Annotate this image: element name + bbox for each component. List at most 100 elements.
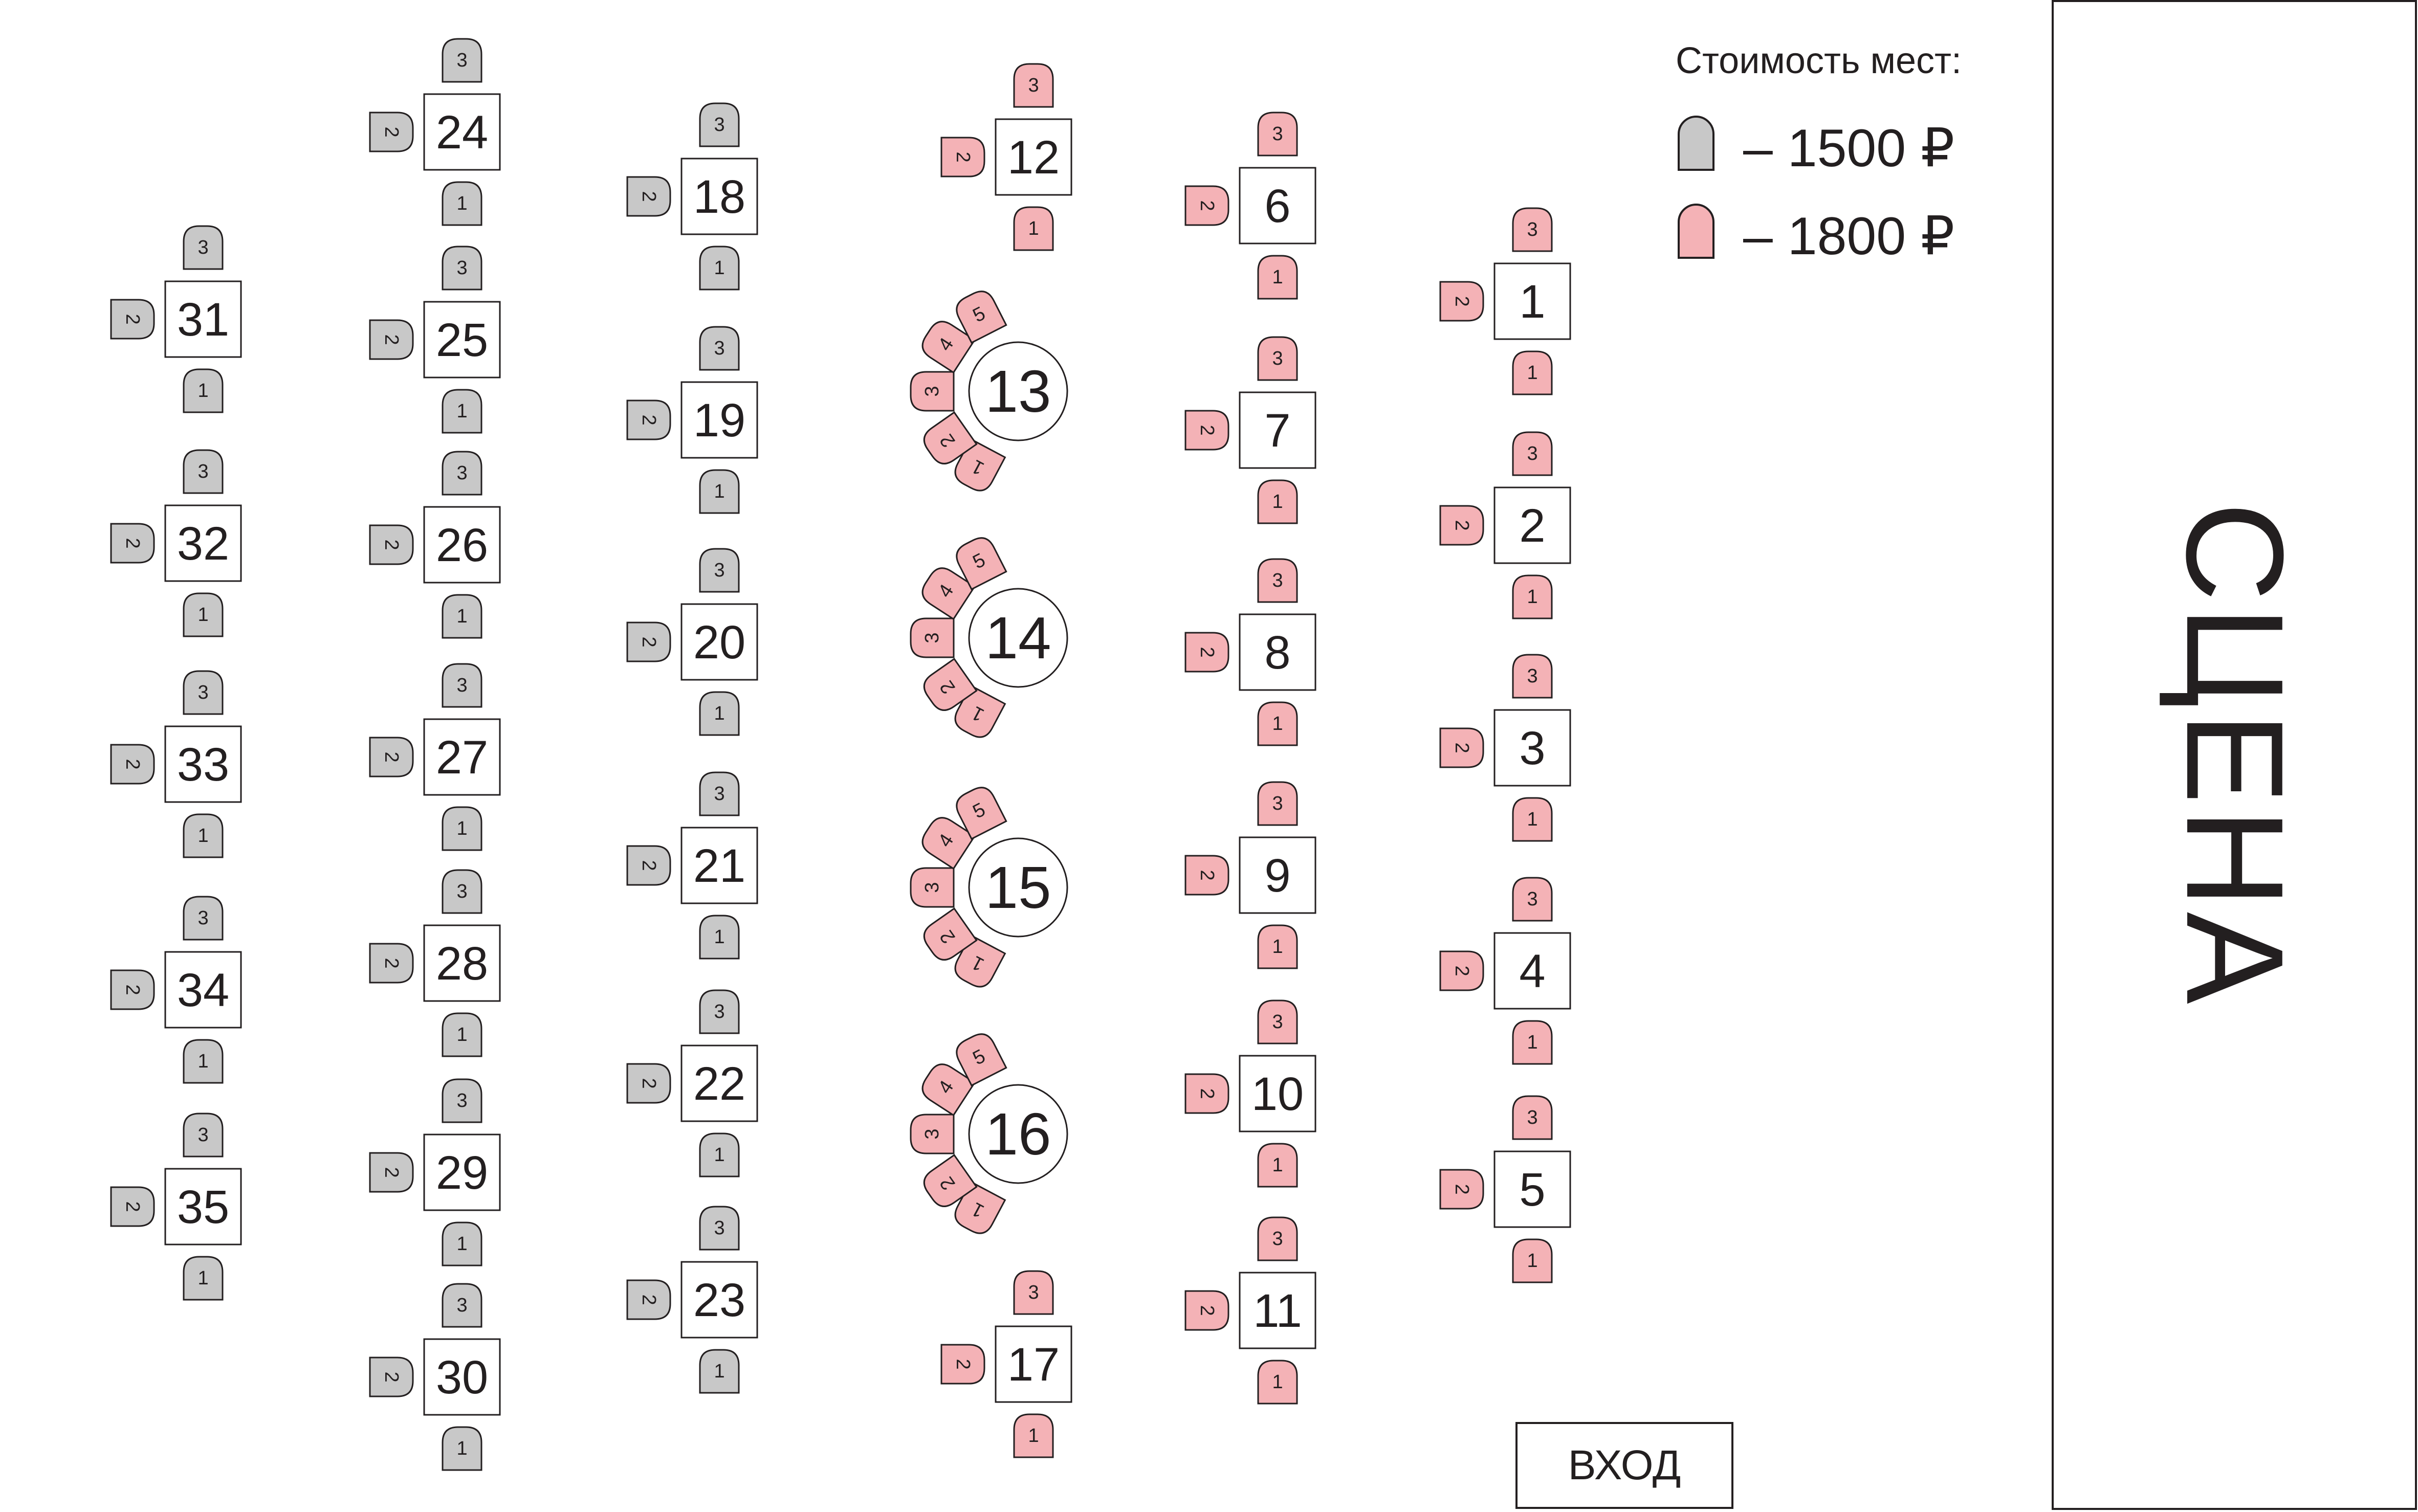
seat-9-3[interactable]: 3 <box>1257 781 1298 826</box>
seat-31-2[interactable]: 2 <box>110 299 155 340</box>
table-20[interactable]: 1 2 3 20 <box>626 548 758 736</box>
seat-29-2[interactable]: 2 <box>369 1152 414 1193</box>
seat-34-1[interactable]: 1 <box>183 1039 224 1084</box>
seat-19-3[interactable]: 3 <box>699 326 740 371</box>
seat-12-3[interactable]: 3 <box>1013 63 1054 108</box>
seat-6-2[interactable]: 2 <box>1184 185 1229 226</box>
seat-23-2[interactable]: 2 <box>626 1279 671 1320</box>
table-7[interactable]: 1 2 3 7 <box>1184 336 1316 524</box>
table-5[interactable]: 1 2 3 5 <box>1439 1095 1571 1283</box>
seat-26-3[interactable]: 3 <box>442 451 482 496</box>
seat-5-3[interactable]: 3 <box>1512 1095 1553 1140</box>
seat-26-1[interactable]: 1 <box>442 594 482 639</box>
seat-4-3[interactable]: 3 <box>1512 877 1553 922</box>
table-34[interactable]: 1 2 3 34 <box>110 896 242 1084</box>
seat-15-1[interactable]: 1 <box>951 934 1006 991</box>
table-4[interactable]: 1 2 3 4 <box>1439 877 1571 1065</box>
table-21[interactable]: 1 2 3 21 <box>626 771 758 960</box>
seat-8-3[interactable]: 3 <box>1257 558 1298 603</box>
seat-15-2[interactable]: 2 <box>919 907 978 965</box>
seat-16-4[interactable]: 4 <box>917 1059 976 1117</box>
seat-13-5[interactable]: 5 <box>952 287 1007 344</box>
seat-17-1[interactable]: 1 <box>1013 1413 1054 1458</box>
table-8[interactable]: 1 2 3 8 <box>1184 558 1316 746</box>
table-6[interactable]: 1 2 3 6 <box>1184 112 1316 300</box>
seat-15-3[interactable]: 3 <box>910 867 955 908</box>
seat-4-2[interactable]: 2 <box>1439 950 1484 991</box>
table-9[interactable]: 1 2 3 9 <box>1184 781 1316 969</box>
seat-31-1[interactable]: 1 <box>183 368 224 413</box>
seat-2-1[interactable]: 1 <box>1512 574 1553 619</box>
seat-21-1[interactable]: 1 <box>699 915 740 960</box>
seat-5-2[interactable]: 2 <box>1439 1169 1484 1210</box>
seat-27-3[interactable]: 3 <box>442 663 482 708</box>
seat-34-2[interactable]: 2 <box>110 969 155 1010</box>
seat-14-4[interactable]: 4 <box>917 563 976 620</box>
table-29[interactable]: 1 2 3 29 <box>369 1078 501 1266</box>
seat-20-3[interactable]: 3 <box>699 548 740 593</box>
table-14[interactable]: 12 3 45 14 <box>910 533 1068 742</box>
seat-3-3[interactable]: 3 <box>1512 654 1553 699</box>
seat-28-2[interactable]: 2 <box>369 943 414 984</box>
seat-30-1[interactable]: 1 <box>442 1426 482 1471</box>
seat-32-3[interactable]: 3 <box>183 449 224 494</box>
table-32[interactable]: 1 2 3 32 <box>110 449 242 637</box>
seat-1-1[interactable]: 1 <box>1512 350 1553 395</box>
seat-10-2[interactable]: 2 <box>1184 1073 1229 1114</box>
seat-24-1[interactable]: 1 <box>442 181 482 226</box>
seat-11-3[interactable]: 3 <box>1257 1216 1298 1261</box>
seat-6-3[interactable]: 3 <box>1257 112 1298 157</box>
table-19[interactable]: 1 2 3 19 <box>626 326 758 514</box>
seat-26-2[interactable]: 2 <box>369 524 414 565</box>
seat-31-3[interactable]: 3 <box>183 225 224 270</box>
seat-21-3[interactable]: 3 <box>699 771 740 816</box>
seat-19-1[interactable]: 1 <box>699 469 740 514</box>
seat-16-3[interactable]: 3 <box>910 1114 955 1154</box>
seat-9-2[interactable]: 2 <box>1184 855 1229 896</box>
seat-11-1[interactable]: 1 <box>1257 1360 1298 1405</box>
seat-25-2[interactable]: 2 <box>369 319 414 360</box>
seat-23-1[interactable]: 1 <box>699 1349 740 1394</box>
table-24[interactable]: 1 2 3 24 <box>369 38 501 226</box>
seat-35-1[interactable]: 1 <box>183 1256 224 1301</box>
table-10[interactable]: 1 2 3 10 <box>1184 999 1316 1188</box>
seat-15-5[interactable]: 5 <box>952 783 1007 840</box>
seat-30-2[interactable]: 2 <box>369 1357 414 1397</box>
seat-25-3[interactable]: 3 <box>442 246 482 291</box>
seat-33-3[interactable]: 3 <box>183 670 224 715</box>
table-17[interactable]: 1 2 3 17 <box>940 1270 1072 1458</box>
seat-8-2[interactable]: 2 <box>1184 632 1229 673</box>
seat-32-1[interactable]: 1 <box>183 592 224 637</box>
seat-28-1[interactable]: 1 <box>442 1012 482 1057</box>
seat-16-5[interactable]: 5 <box>952 1030 1007 1087</box>
seat-2-3[interactable]: 3 <box>1512 431 1553 476</box>
seat-27-1[interactable]: 1 <box>442 806 482 851</box>
seat-6-1[interactable]: 1 <box>1257 255 1298 300</box>
seat-14-1[interactable]: 1 <box>951 684 1006 742</box>
seat-22-1[interactable]: 1 <box>699 1132 740 1177</box>
seat-2-2[interactable]: 2 <box>1439 505 1484 546</box>
seat-20-1[interactable]: 1 <box>699 691 740 736</box>
table-11[interactable]: 1 2 3 11 <box>1184 1216 1316 1405</box>
seat-7-3[interactable]: 3 <box>1257 336 1298 381</box>
seat-19-2[interactable]: 2 <box>626 399 671 440</box>
seat-30-3[interactable]: 3 <box>442 1283 482 1328</box>
seat-5-1[interactable]: 1 <box>1512 1238 1553 1283</box>
seat-20-2[interactable]: 2 <box>626 621 671 662</box>
table-16[interactable]: 12 3 45 16 <box>910 1030 1068 1238</box>
seat-8-1[interactable]: 1 <box>1257 701 1298 746</box>
seat-18-3[interactable]: 3 <box>699 102 740 147</box>
seat-17-2[interactable]: 2 <box>940 1344 985 1385</box>
seat-12-1[interactable]: 1 <box>1013 206 1054 251</box>
table-30[interactable]: 1 2 3 30 <box>369 1283 501 1471</box>
table-27[interactable]: 1 2 3 27 <box>369 663 501 851</box>
seat-27-2[interactable]: 2 <box>369 737 414 777</box>
seat-1-2[interactable]: 2 <box>1439 281 1484 322</box>
seat-7-2[interactable]: 2 <box>1184 410 1229 451</box>
seat-25-1[interactable]: 1 <box>442 389 482 434</box>
seat-3-1[interactable]: 1 <box>1512 797 1553 842</box>
seat-33-1[interactable]: 1 <box>183 813 224 858</box>
table-2[interactable]: 1 2 3 2 <box>1439 431 1571 619</box>
